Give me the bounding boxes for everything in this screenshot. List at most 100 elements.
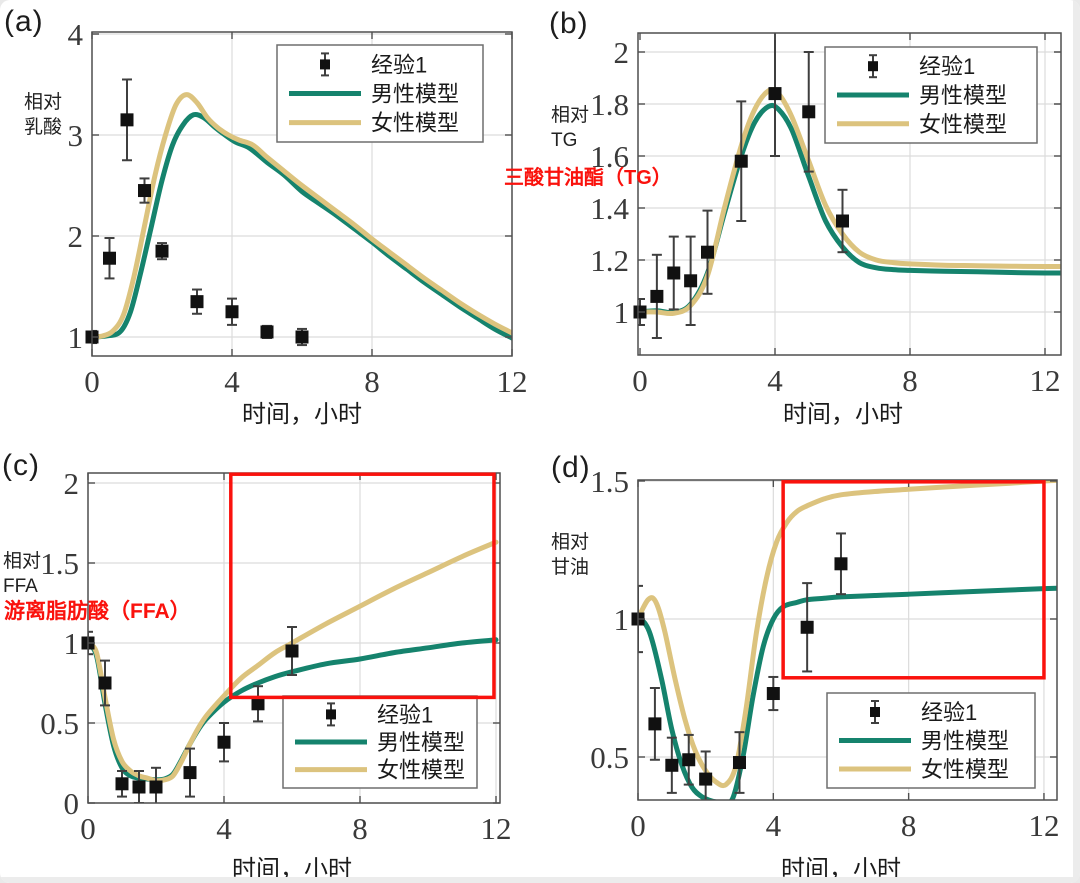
- panel-a-ylabel: 相对 乳酸: [24, 90, 62, 140]
- legend-label-female: 女性模型: [371, 111, 459, 136]
- panel-a-xlabel: 时间，小时: [242, 401, 362, 428]
- tick-labels: 0 4 8 12 0 0.5 1 1.5 2: [40, 466, 511, 846]
- female-model-curve: [638, 480, 1057, 789]
- legend-label-male: 男性模型: [921, 729, 1009, 754]
- axes-box: [637, 479, 1058, 801]
- empirical-markers: [81, 636, 299, 794]
- female-model-curve: [92, 92, 512, 340]
- panel-c: 0 4 8 12 0 0.5 1 1.5 2 经验1 男性模型 女性模型: [0, 440, 540, 883]
- female-model-curve: [88, 539, 499, 784]
- svg-text:0.5: 0.5: [40, 706, 79, 741]
- ylabel-line: 相对: [551, 105, 590, 126]
- panel-d: 0 4 8 12 0.5 1 1.5 经验1 男性模型 女性模型: [540, 440, 1080, 883]
- legend-label-empirical: 经验1: [377, 702, 433, 727]
- svg-text:4: 4: [224, 364, 240, 399]
- legend-label-female: 女性模型: [921, 757, 1009, 782]
- svg-text:12: 12: [481, 811, 512, 846]
- panel-c-ylabel: 相对 FFA: [3, 549, 41, 599]
- svg-text:0.5: 0.5: [590, 740, 629, 775]
- annotation-tg: 三酸甘油酯（TG）: [504, 167, 672, 189]
- panel-b-xlabel: 时间，小时: [783, 401, 903, 428]
- legend-label-male: 男性模型: [377, 730, 465, 755]
- male-model-curve: [638, 585, 1057, 800]
- panel-b-ylabel: 相对 TG: [551, 103, 589, 153]
- legend-empirical-square: [868, 61, 878, 72]
- svg-text:1.4: 1.4: [590, 191, 629, 226]
- svg-text:1: 1: [64, 626, 80, 661]
- ylabel-line: 相对: [3, 551, 42, 572]
- legend-label-empirical: 经验1: [371, 52, 427, 77]
- ylabel-line: FFA: [3, 576, 38, 597]
- panel-b: 0 4 8 12 1 1.2 1.4 1.6 1.8 2 经验1 男性模型女性模型: [540, 0, 1080, 440]
- tick-labels: 0 4 8 12 1 1.2 1.4 1.6 1.8 2: [590, 35, 1060, 398]
- svg-text:0: 0: [84, 364, 100, 399]
- tick-marks: [87, 473, 500, 804]
- svg-text:0: 0: [80, 811, 96, 846]
- tick-marks: [638, 33, 1061, 355]
- svg-text:1.5: 1.5: [590, 464, 629, 499]
- panel-b-label: (b): [549, 7, 589, 40]
- axes-box: [637, 32, 1062, 356]
- male-model-curve: [92, 111, 512, 341]
- page-edge-bottom: [0, 877, 1080, 883]
- svg-text:1.8: 1.8: [590, 87, 629, 122]
- annotation-ffa: 游离脂肪酸（FFA）: [4, 600, 191, 623]
- axes-box: [91, 31, 513, 357]
- panel-a: 0 4 8 12 1 2 3 4 经验1 男性模型 女性模型: [0, 0, 540, 440]
- legend-label-female: 女性模型: [919, 112, 1007, 137]
- empirical-markers: [85, 113, 309, 344]
- svg-text:3: 3: [68, 118, 84, 153]
- error-bars: [88, 626, 297, 803]
- legend-empirical-square: [320, 59, 330, 70]
- svg-text:0: 0: [64, 786, 80, 821]
- legend-label-male: 男性模型: [919, 83, 1007, 108]
- svg-text:2: 2: [614, 35, 630, 70]
- svg-text:12: 12: [1030, 363, 1061, 398]
- svg-text:1.5: 1.5: [40, 546, 79, 581]
- svg-text:1: 1: [614, 295, 630, 330]
- panel-a-label: (a): [4, 5, 44, 38]
- empirical-markers: [633, 87, 849, 319]
- svg-text:12: 12: [497, 364, 528, 399]
- legend-label-empirical: 经验1: [919, 54, 975, 79]
- panel-d-label: (d): [551, 451, 591, 484]
- legend-label-female: 女性模型: [377, 758, 465, 783]
- highlight-rect: [229, 472, 496, 700]
- svg-text:8: 8: [364, 364, 380, 399]
- legend-empirical-square: [870, 707, 880, 717]
- svg-text:8: 8: [901, 808, 917, 843]
- svg-text:0: 0: [630, 808, 646, 843]
- svg-text:8: 8: [902, 363, 918, 398]
- svg-text:2: 2: [64, 466, 80, 501]
- tick-marks: [91, 32, 513, 356]
- empirical-markers: [631, 557, 848, 786]
- legend-label-empirical: 经验1: [921, 700, 977, 725]
- svg-text:4: 4: [68, 17, 84, 52]
- svg-text:1: 1: [614, 602, 630, 637]
- tick-labels: 0 4 8 12 0.5 1 1.5: [590, 464, 1059, 843]
- svg-text:0: 0: [632, 363, 648, 398]
- svg-text:1.2: 1.2: [590, 243, 629, 278]
- highlight-rect: [781, 480, 1046, 680]
- svg-text:1.6: 1.6: [590, 139, 629, 174]
- panel-d-ylabel: 相对 甘油: [551, 530, 589, 580]
- ylabel-line: 甘油: [551, 557, 590, 578]
- svg-text:4: 4: [766, 808, 782, 843]
- svg-text:1: 1: [68, 320, 84, 355]
- ylabel-line: 相对: [24, 92, 63, 113]
- legend-empirical-square: [326, 709, 336, 720]
- model-curves: [92, 92, 512, 341]
- svg-text:4: 4: [767, 363, 783, 398]
- model-curves: [638, 480, 1057, 800]
- panel-c-label: (c): [2, 449, 40, 482]
- ylabel-line: 乳酸: [24, 117, 63, 138]
